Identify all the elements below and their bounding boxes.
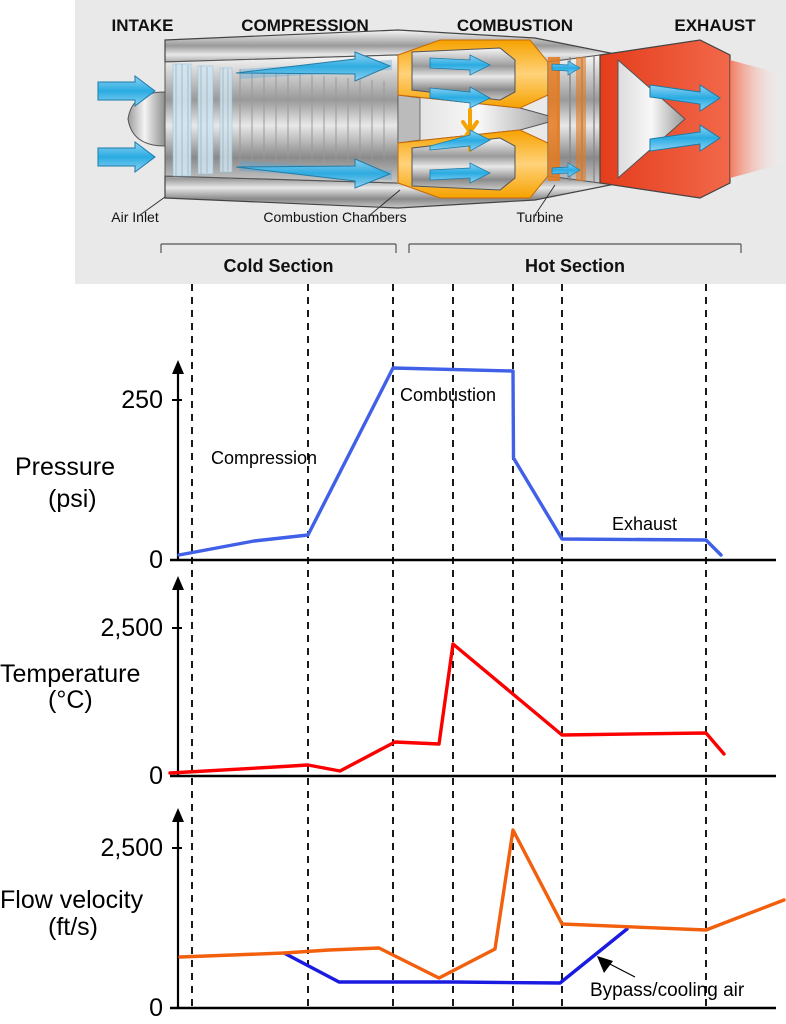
svg-text:Pressure: Pressure bbox=[15, 453, 115, 481]
svg-text:Bypass/cooling air: Bypass/cooling air bbox=[590, 980, 745, 1001]
svg-text:Exhaust: Exhaust bbox=[612, 514, 677, 534]
svg-text:(psi): (psi) bbox=[48, 485, 97, 513]
svg-text:0: 0 bbox=[149, 762, 163, 790]
svg-text:(°C): (°C) bbox=[48, 686, 93, 714]
svg-text:2,500: 2,500 bbox=[100, 834, 163, 862]
svg-text:Flow velocity: Flow velocity bbox=[0, 886, 144, 914]
svg-text:Combustion: Combustion bbox=[400, 385, 496, 405]
svg-text:Temperature: Temperature bbox=[0, 660, 140, 688]
svg-text:250: 250 bbox=[121, 386, 163, 414]
svg-text:0: 0 bbox=[149, 546, 163, 574]
svg-text:Compression: Compression bbox=[211, 448, 317, 468]
svg-text:0: 0 bbox=[149, 994, 163, 1022]
svg-text:(ft/s): (ft/s) bbox=[48, 913, 98, 941]
svg-text:2,500: 2,500 bbox=[100, 614, 163, 642]
